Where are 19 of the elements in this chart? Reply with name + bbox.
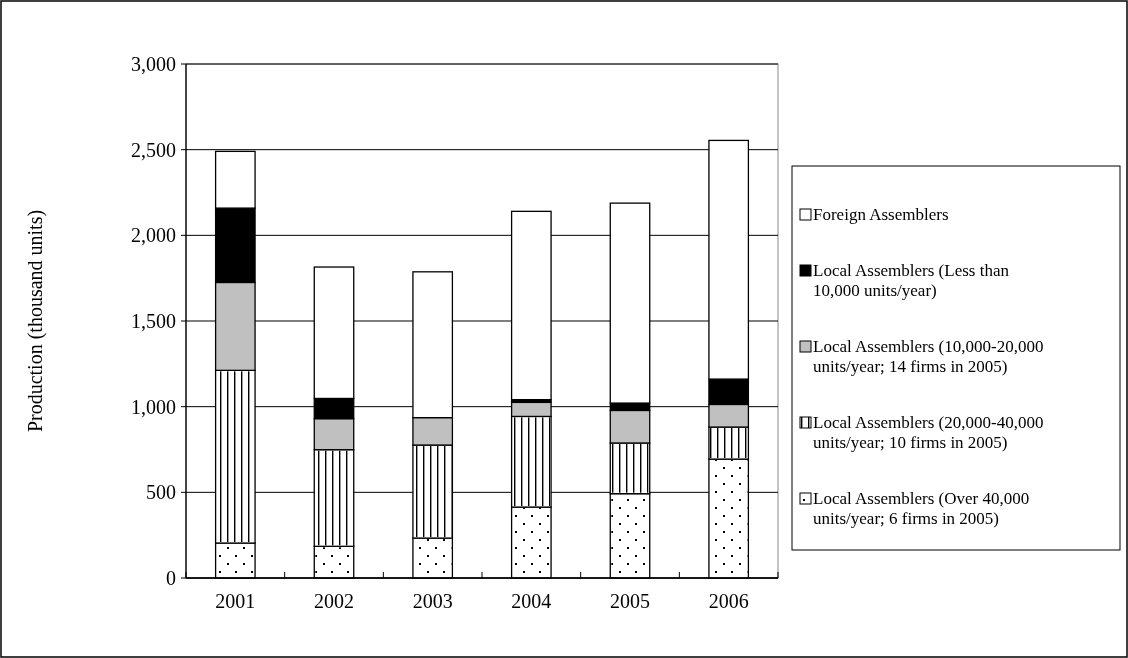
- legend-label: Local Assemblers (Less than 10,000 units/year): [813, 261, 1010, 300]
- y-tick-label: 0: [166, 567, 176, 589]
- y-tick-label: 500: [146, 481, 176, 504]
- y-axis-title: Production (thousand units): [24, 209, 47, 433]
- legend-label: Foreign Assemblers: [813, 205, 949, 224]
- x-tick-label: 2006: [708, 590, 749, 612]
- legend-label: Local Assemblers (20,000-40,000 units/year; 10 firms in 2005): [813, 413, 1044, 452]
- legend-label: Local Assemblers (Over 40,000 units/year; 6 firms in 2005): [813, 489, 1030, 528]
- y-tick-label: 2,000: [131, 224, 176, 247]
- y-tick-label: 3,000: [131, 53, 176, 75]
- x-tick-label: 2005: [610, 590, 650, 612]
- x-tick-label: 2001: [215, 590, 256, 612]
- y-tick-label: 1,000: [131, 395, 176, 418]
- x-tick-label: 2004: [511, 590, 552, 612]
- x-tick-label: 2002: [314, 590, 354, 612]
- y-tick-label: 2,500: [131, 138, 176, 161]
- y-tick-label: 1,500: [131, 310, 176, 332]
- legend-label: Local Assemblers (10,000-20,000 units/year; 14 firms in 2005): [813, 337, 1044, 376]
- x-tick-label: 2003: [412, 590, 453, 612]
